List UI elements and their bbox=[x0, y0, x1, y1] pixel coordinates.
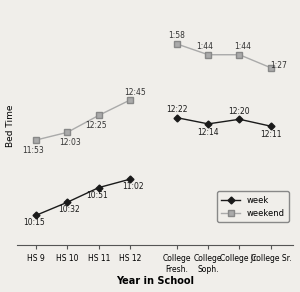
weekend bbox=[238, 53, 241, 56]
Text: 12:25: 12:25 bbox=[85, 121, 106, 130]
week bbox=[206, 122, 210, 126]
Y-axis label: Bed Time: Bed Time bbox=[6, 104, 15, 147]
X-axis label: Year in School: Year in School bbox=[116, 277, 194, 286]
Line: week: week bbox=[175, 115, 273, 128]
Legend: week, weekend: week, weekend bbox=[217, 191, 289, 222]
week bbox=[238, 117, 241, 121]
week bbox=[269, 124, 273, 128]
Text: 12:14: 12:14 bbox=[197, 128, 219, 137]
Text: 1:27: 1:27 bbox=[270, 61, 287, 70]
Text: 11:02: 11:02 bbox=[122, 182, 144, 191]
Text: 12:22: 12:22 bbox=[166, 105, 188, 114]
Text: 12:20: 12:20 bbox=[229, 107, 250, 116]
Text: 1:44: 1:44 bbox=[196, 42, 214, 51]
Text: 12:11: 12:11 bbox=[260, 130, 281, 139]
Text: 1:44: 1:44 bbox=[234, 42, 251, 51]
Text: 1:58: 1:58 bbox=[169, 32, 185, 40]
week bbox=[175, 116, 179, 119]
Text: 11:53: 11:53 bbox=[22, 146, 44, 155]
Text: 10:15: 10:15 bbox=[24, 218, 45, 227]
Text: 12:03: 12:03 bbox=[60, 138, 81, 147]
weekend bbox=[269, 66, 273, 69]
Text: 10:32: 10:32 bbox=[58, 205, 80, 214]
Line: weekend: weekend bbox=[174, 41, 274, 71]
weekend bbox=[175, 42, 179, 46]
Text: 12:45: 12:45 bbox=[124, 88, 146, 97]
Text: 10:51: 10:51 bbox=[86, 191, 108, 200]
weekend bbox=[206, 53, 210, 56]
